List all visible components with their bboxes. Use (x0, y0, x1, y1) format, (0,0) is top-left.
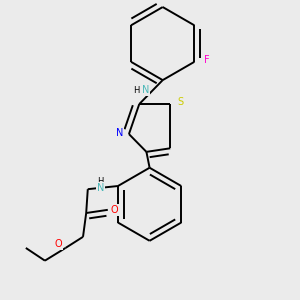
Text: F: F (204, 55, 209, 65)
Text: S: S (177, 97, 184, 106)
Text: O: O (111, 205, 118, 215)
Text: H: H (97, 177, 104, 186)
Text: O: O (55, 239, 62, 249)
Text: H: H (134, 86, 140, 95)
Text: N: N (116, 128, 123, 138)
Text: N: N (142, 85, 149, 95)
Text: N: N (97, 183, 104, 193)
